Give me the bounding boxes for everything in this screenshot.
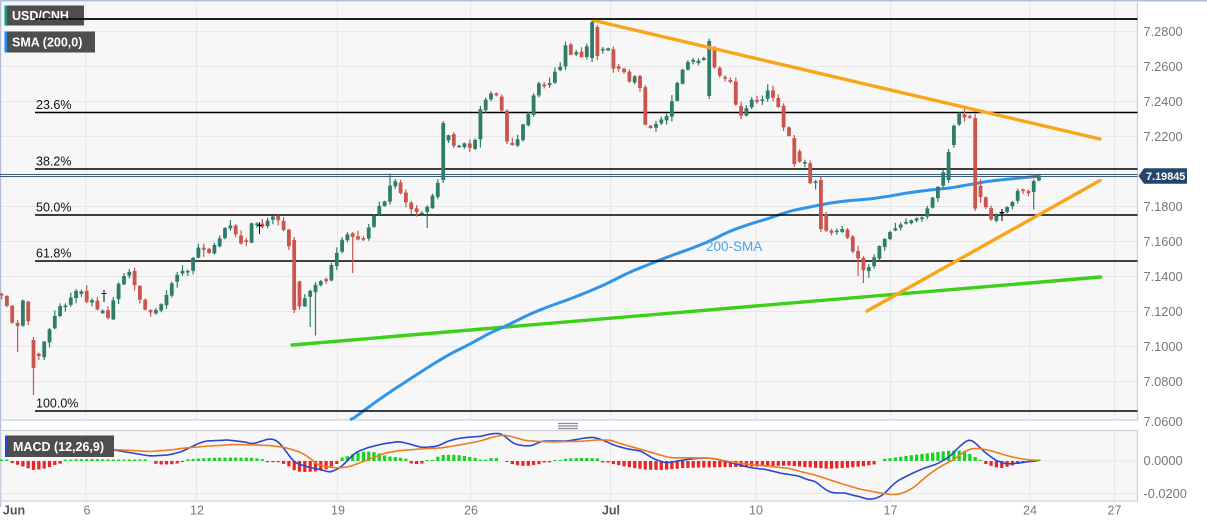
svg-text:26: 26	[464, 504, 478, 518]
svg-text:50.0%: 50.0%	[36, 201, 71, 215]
svg-text:7.2400: 7.2400	[1144, 94, 1183, 109]
svg-text:-0.0200: -0.0200	[1144, 486, 1187, 501]
svg-text:7.1200: 7.1200	[1144, 304, 1183, 319]
svg-text:19: 19	[331, 504, 345, 518]
svg-text:10: 10	[749, 504, 763, 518]
svg-text:7.1600: 7.1600	[1144, 234, 1183, 249]
svg-text:USD/CNH: USD/CNH	[12, 9, 69, 23]
svg-text:38.2%: 38.2%	[36, 155, 71, 169]
svg-text:12: 12	[190, 504, 204, 518]
svg-text:7.1000: 7.1000	[1144, 339, 1183, 354]
svg-text:7.2600: 7.2600	[1144, 59, 1183, 74]
svg-text:Jun: Jun	[3, 504, 25, 518]
svg-text:6: 6	[84, 504, 91, 518]
svg-text:7.0800: 7.0800	[1144, 374, 1183, 389]
svg-text:SMA (200,0): SMA (200,0)	[12, 36, 82, 50]
svg-text:17: 17	[884, 504, 898, 518]
svg-text:27: 27	[1108, 504, 1122, 518]
svg-text:Jul: Jul	[602, 504, 620, 518]
svg-text:23.6%: 23.6%	[36, 98, 71, 112]
svg-text:24: 24	[1023, 504, 1037, 518]
svg-text:100.0%: 100.0%	[36, 397, 78, 411]
svg-text:7.1800: 7.1800	[1144, 199, 1183, 214]
svg-text:MACD (12,26,9): MACD (12,26,9)	[13, 440, 104, 454]
svg-text:7.1400: 7.1400	[1144, 269, 1183, 284]
svg-text:61.8%: 61.8%	[36, 247, 71, 261]
svg-text:7.2200: 7.2200	[1144, 129, 1183, 144]
svg-text:7.0600: 7.0600	[1144, 414, 1183, 429]
svg-text:7.19845: 7.19845	[1146, 171, 1185, 183]
svg-text:7.2800: 7.2800	[1144, 24, 1183, 39]
svg-text:0.0000: 0.0000	[1144, 453, 1183, 468]
svg-text:200-SMA: 200-SMA	[706, 239, 762, 254]
